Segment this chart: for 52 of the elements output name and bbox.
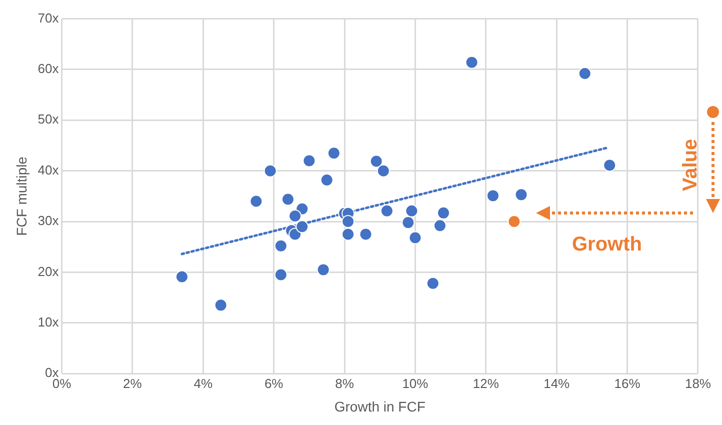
point	[342, 215, 355, 228]
point	[302, 154, 316, 168]
y-tick-label: 60x	[38, 61, 60, 76]
point	[376, 164, 390, 178]
point	[433, 219, 446, 232]
point	[327, 146, 340, 160]
y-tick-label: 10x	[38, 314, 60, 330]
point	[359, 228, 372, 241]
y-tick-label: 20x	[38, 264, 60, 279]
point	[288, 228, 302, 241]
point	[250, 194, 263, 208]
y-axis-title: FCF multiple	[13, 156, 30, 236]
point	[370, 154, 383, 168]
y-tick-label: 50x	[38, 112, 60, 127]
y-tick-label: 30x	[38, 213, 60, 228]
point	[603, 158, 616, 172]
point	[214, 298, 228, 312]
point	[486, 189, 500, 202]
point	[402, 216, 415, 230]
x-tick-label: 12%	[472, 376, 500, 391]
point	[281, 192, 294, 206]
x-tick-label: 8%	[335, 376, 354, 391]
point	[288, 209, 302, 222]
x-axis-title: Growth in FCF	[334, 398, 426, 414]
x-tick-label: 14%	[544, 376, 570, 391]
x-tick-label: 2%	[123, 376, 142, 391]
x-tick-label: 18%	[684, 376, 712, 391]
point	[296, 220, 309, 234]
point	[508, 215, 521, 228]
point	[437, 206, 450, 220]
point	[578, 67, 592, 80]
point	[405, 204, 418, 218]
point	[465, 56, 478, 69]
point	[274, 239, 288, 252]
point	[380, 204, 394, 218]
point	[274, 268, 288, 282]
point	[342, 228, 355, 241]
point	[408, 231, 422, 244]
y-tick-label: 70x	[38, 10, 60, 26]
point	[514, 188, 528, 202]
point	[426, 276, 440, 290]
x-tick-label: 4%	[194, 376, 213, 391]
point	[264, 164, 277, 178]
x-tick-label: 10%	[402, 376, 429, 391]
annotation: Value	[680, 138, 702, 192]
point	[316, 263, 330, 276]
x-tick-label: 6%	[264, 376, 284, 391]
x-tick-label: 16%	[614, 376, 641, 391]
y-tick-label: 40x	[38, 162, 60, 178]
annotation: Growth	[572, 234, 642, 256]
point	[175, 270, 188, 284]
point	[320, 173, 334, 186]
